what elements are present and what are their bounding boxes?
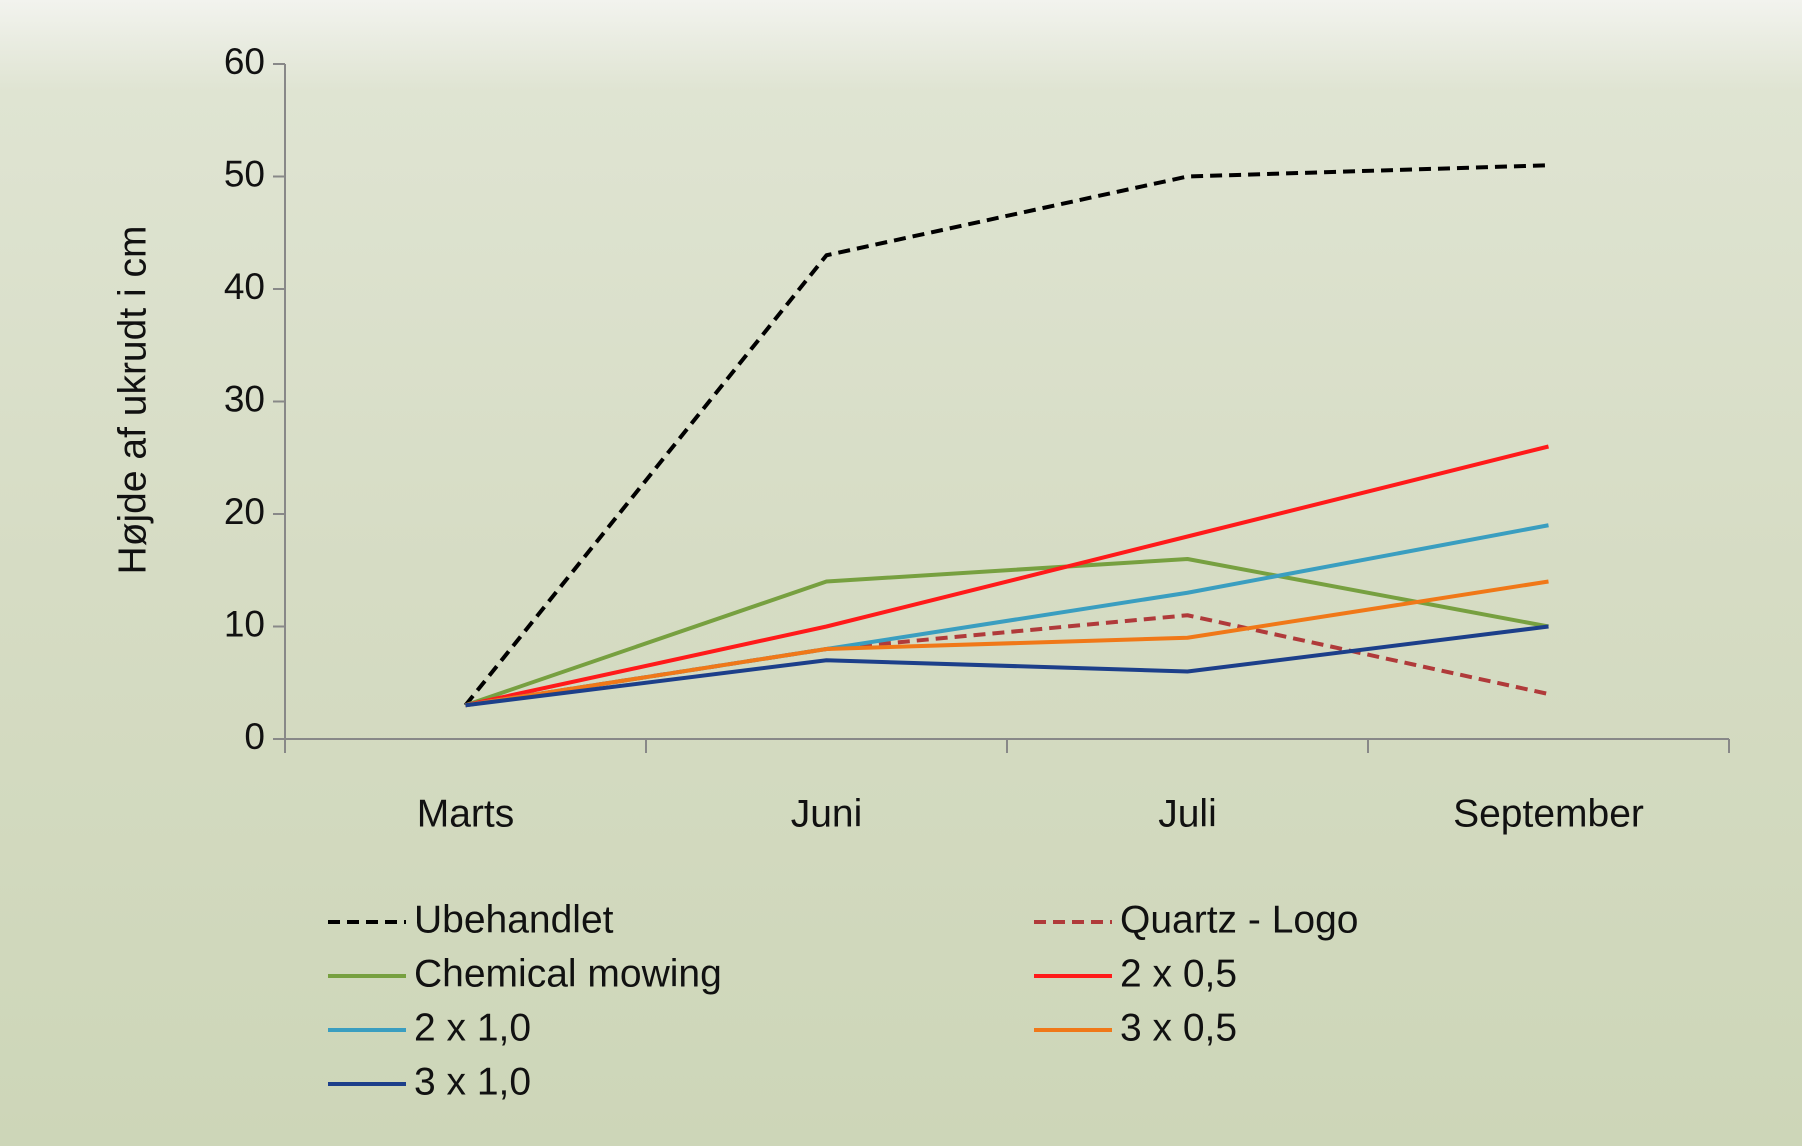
x-tick-label: Marts — [417, 792, 515, 835]
y-axis-label: Højde af ukrudt i cm — [111, 226, 154, 575]
x-tick-label: September — [1453, 792, 1644, 835]
x-tick-label: Juli — [1158, 792, 1217, 835]
legend-label: 3 x 1,0 — [414, 1060, 531, 1103]
legend-label: Chemical mowing — [414, 952, 722, 995]
y-tick-label: 50 — [224, 153, 265, 194]
legend-label: Quartz - Logo — [1120, 898, 1358, 941]
y-tick-label: 0 — [244, 716, 265, 757]
background — [0, 0, 1802, 1146]
x-tick-label: Juni — [791, 792, 863, 835]
legend-label: 3 x 0,5 — [1120, 1006, 1237, 1049]
y-tick-label: 40 — [224, 266, 265, 307]
y-tick-label: 30 — [224, 378, 265, 419]
y-tick-label: 20 — [224, 491, 265, 532]
legend-label: 2 x 0,5 — [1120, 952, 1237, 995]
y-tick-label: 60 — [224, 41, 265, 82]
legend-label: 2 x 1,0 — [414, 1006, 531, 1049]
chart: Højde af ukrudt i cm 0 10 20 30 40 50 60 Marts J… — [0, 0, 1802, 1146]
legend-label: Ubehandlet — [414, 898, 614, 941]
y-tick-label: 10 — [224, 603, 265, 644]
